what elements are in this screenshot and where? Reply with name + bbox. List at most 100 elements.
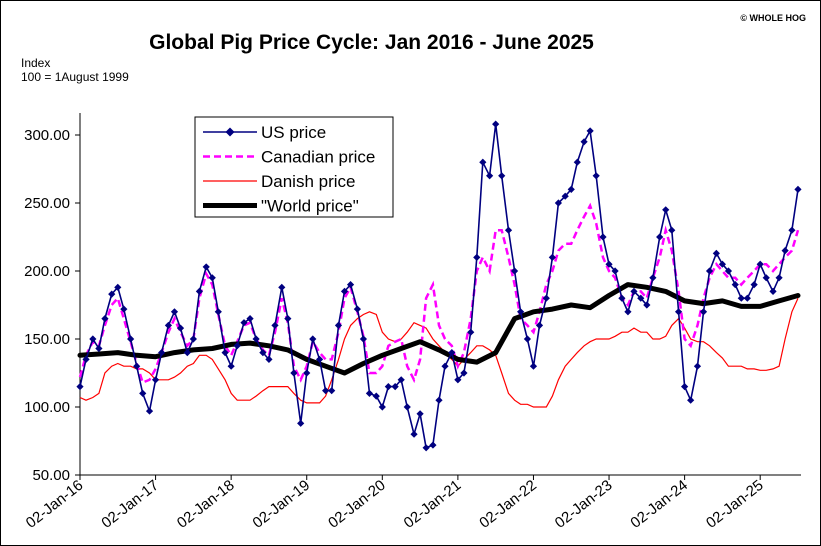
- us-price-point: [769, 287, 777, 295]
- us-price-point: [656, 233, 664, 241]
- us-price-point: [391, 383, 399, 391]
- us-price-point: [750, 281, 758, 289]
- us-price-point: [214, 308, 222, 316]
- us-price-point: [737, 294, 745, 302]
- us-price-point: [227, 362, 235, 370]
- us-price-point: [195, 287, 204, 295]
- x-tick-label: 02-Jan-21: [401, 477, 465, 532]
- us-price-point: [252, 335, 260, 343]
- chart-axes: 50.00 100.00 150.00 200.00 250.00 300.00 02-Ja…: [23, 113, 801, 532]
- series-layer: [76, 120, 802, 452]
- us-price-point: [794, 185, 802, 193]
- us-price-point: [649, 274, 657, 282]
- us-price-point: [523, 335, 532, 343]
- us-price-point: [517, 308, 525, 316]
- us-price-point: [158, 349, 166, 357]
- legend-label-1: Canadian price: [261, 148, 375, 167]
- x-tick-label: 02-Jan-18: [174, 477, 238, 532]
- us-price-point: [781, 247, 789, 255]
- us-price-point: [460, 369, 468, 377]
- us-price-point: [592, 172, 600, 180]
- us-price-point: [384, 383, 392, 391]
- us-price-point: [290, 369, 298, 377]
- us-price-point: [410, 430, 418, 438]
- series-line-3: [77, 282, 801, 376]
- legend-diamond-marker: [225, 127, 235, 137]
- us-price-point: [580, 138, 588, 146]
- us-price-point: [309, 335, 317, 343]
- us-price-point: [775, 274, 783, 282]
- us-price-point: [567, 185, 575, 193]
- us-price-point: [599, 233, 607, 241]
- y-axis-label-line2: 100 = 1August 1999: [21, 70, 129, 84]
- us-price-point: [756, 260, 764, 268]
- us-price-point: [397, 376, 405, 384]
- us-price-point: [233, 342, 241, 350]
- us-price-point: [624, 308, 632, 316]
- us-price-point: [498, 172, 506, 180]
- us-price-point: [259, 349, 267, 357]
- us-price-point: [467, 328, 475, 336]
- us-price-point: [561, 192, 569, 200]
- us-price-point: [510, 267, 519, 275]
- us-price-point: [618, 294, 626, 302]
- us-price-point: [271, 321, 279, 329]
- us-price-point: [705, 267, 714, 275]
- us-price-point: [208, 274, 216, 282]
- us-price-point: [473, 253, 481, 261]
- us-price-point: [718, 260, 727, 268]
- us-price-point: [731, 281, 739, 289]
- us-price-point: [139, 389, 147, 397]
- us-price-point: [334, 321, 343, 329]
- x-tick-label: 02-Jan-23: [552, 477, 616, 532]
- us-price-point: [114, 283, 122, 291]
- us-price-point: [454, 376, 462, 384]
- y-tick-label: 200.00: [24, 263, 70, 280]
- us-price-point: [303, 369, 311, 377]
- us-price-point: [712, 249, 720, 257]
- us-price-point: [586, 127, 594, 135]
- us-price-point: [95, 344, 103, 353]
- us-price-point: [120, 305, 128, 313]
- us-price-point: [170, 308, 179, 316]
- us-price-point: [762, 274, 770, 282]
- us-price-point: [145, 407, 154, 415]
- us-price-point: [403, 403, 411, 411]
- us-price-point: [724, 267, 733, 275]
- us-price-point: [630, 287, 638, 295]
- us-price-point: [189, 335, 197, 343]
- us-price-point: [101, 315, 109, 323]
- us-price-point: [340, 287, 349, 295]
- us-price-point: [183, 349, 191, 357]
- us-price-point: [554, 199, 562, 207]
- legend-label-2: Danish price: [261, 172, 356, 191]
- us-price-point: [573, 158, 581, 166]
- us-price-point: [359, 335, 368, 343]
- legend: US price Canadian price Danish price "World…: [194, 116, 394, 218]
- y-tick-label: 150.00: [24, 331, 70, 348]
- us-price-point: [265, 355, 273, 363]
- series-line-1: [78, 202, 800, 385]
- us-price-point: [246, 315, 254, 323]
- us-price-point: [448, 349, 456, 357]
- us-price-point: [479, 158, 487, 166]
- us-price-point: [176, 324, 185, 332]
- us-price-point: [542, 294, 550, 302]
- us-price-point: [535, 321, 544, 329]
- us-price-point: [605, 260, 613, 268]
- y-tick-label: 50.00: [32, 467, 70, 484]
- us-price-point: [278, 283, 286, 291]
- legend-label-0: US price: [261, 123, 326, 142]
- legend-label-3: "World price": [261, 197, 359, 216]
- us-price-point: [151, 376, 160, 384]
- us-price-point: [504, 226, 513, 234]
- chart-title: Global Pig Price Cycle: Jan 2016 - June …: [149, 31, 594, 54]
- us-price-point: [202, 263, 210, 271]
- us-price-point: [643, 301, 651, 309]
- us-price-point: [328, 387, 336, 395]
- us-price-point: [108, 290, 116, 298]
- us-price-point: [221, 349, 229, 357]
- us-price-point: [788, 226, 796, 234]
